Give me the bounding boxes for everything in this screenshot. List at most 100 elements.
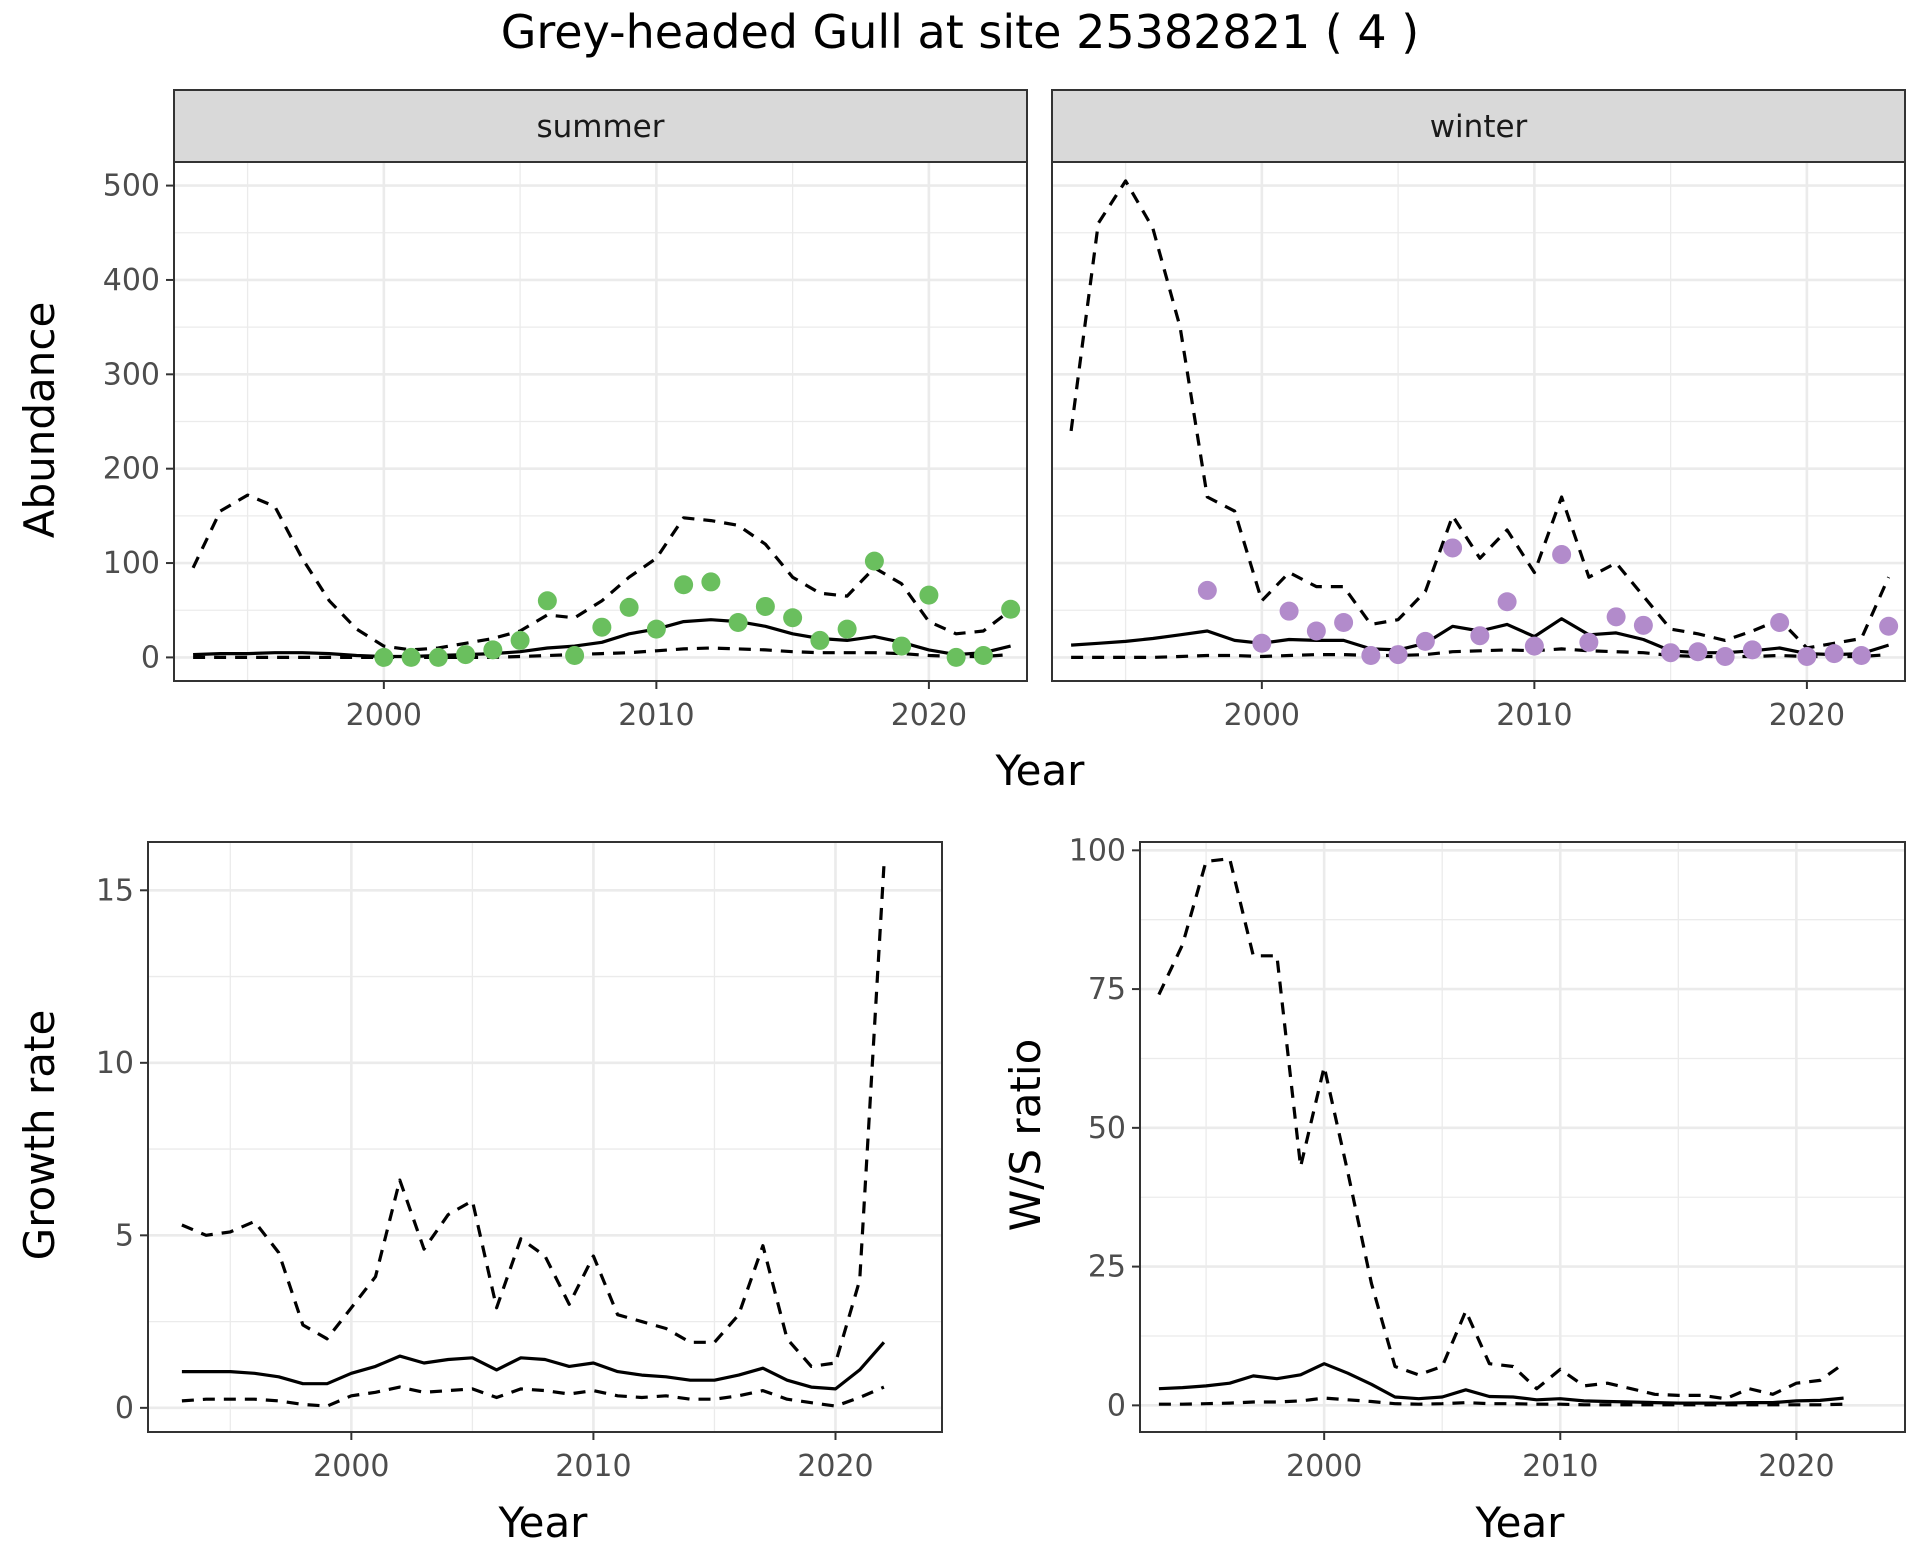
x-tick-label: 2000 [313,1449,389,1484]
y-tick-label: 50 [1088,1111,1126,1146]
data-point [1470,626,1490,646]
data-point [565,646,585,666]
x-tick-label: 2010 [555,1449,631,1484]
data-point [946,647,966,667]
y-tick-label: 400 [103,263,160,298]
data-point [1252,633,1272,653]
panel-border [147,841,943,1433]
panel-border [1139,841,1906,1433]
data-point [1197,580,1217,600]
y-tick-label: 75 [1088,972,1126,1007]
data-point [864,551,884,571]
ws-y-axis-title: W/S ratio [1001,1039,1050,1232]
x-tick-label: 2020 [891,698,967,733]
data-point [1661,643,1681,663]
x-tick-label: 2000 [346,698,422,733]
series-line-upper [1157,857,1845,1401]
y-tick-label: 100 [1069,833,1126,868]
data-point [1497,592,1517,612]
data-point [483,640,503,660]
data-point [1851,646,1871,666]
top-y-axis-title: Abundance [15,302,64,539]
data-point [755,596,775,616]
y-tick-label: 500 [103,169,160,204]
data-point [1001,599,1021,619]
series-line-fit [193,618,1011,659]
plot-background [1140,842,1905,1432]
x-tick-label: 2000 [1224,698,1300,733]
facet-strip-label: winter [1430,109,1528,145]
series-line-upper [1069,179,1891,650]
panel-winter: winter 2000 2010 2020 [1051,89,1906,733]
data-point [701,572,721,592]
top-x-axis-title: Year [995,746,1086,795]
series-line-fit [1158,1362,1844,1405]
panel-summer: summer 0 100 200 300 400 500 2000 2010 2020 [103,89,1028,733]
data-point [1742,640,1762,660]
ws-x-axis-title: Year [1475,1498,1566,1547]
data-point [973,646,993,666]
data-point [456,645,476,665]
series-line-upper [191,493,1012,652]
data-point [674,575,694,595]
data-point [1770,612,1790,632]
y-tick-label: 0 [1107,1388,1126,1423]
series-line-lower [193,646,1011,660]
data-point [810,630,830,650]
data-point [728,612,748,632]
data-point [1334,612,1354,632]
x-tick-label: 2000 [1286,1449,1362,1484]
data-point [1824,644,1844,664]
plot-background [148,842,942,1432]
figure-title: Grey-headed Gull at site 25382821 ( 4 ) [501,5,1420,59]
series-line-upper [181,866,886,1369]
data-point [1879,616,1899,636]
data-point [1443,538,1463,558]
data-point [837,619,857,639]
data-point [592,617,612,637]
data-point [1797,646,1817,666]
data-point [1688,642,1708,662]
y-tick-label: 300 [103,357,160,392]
x-tick-label: 2010 [1522,1449,1598,1484]
facet-strip [1051,89,1906,163]
data-point [1361,646,1381,666]
data-point [1524,636,1544,656]
growth-y-axis-title: Growth rate [15,1010,64,1261]
y-tick-label: 5 [115,1218,134,1253]
panel-ws_ratio: 0 25 50 75 100 2000 2010 2020 [1069,833,1906,1484]
y-tick-label: 100 [103,546,160,581]
data-point [401,647,421,667]
data-point [1552,545,1572,565]
data-point [892,636,912,656]
series-line-lower [1158,1396,1844,1407]
y-tick-label: 15 [96,873,134,908]
data-point [428,647,448,667]
y-tick-label: 0 [115,1391,134,1426]
data-point [510,630,530,650]
data-point [537,591,557,611]
data-point [1388,645,1408,665]
x-tick-label: 2020 [797,1449,873,1484]
data-point [374,647,394,667]
data-point [619,597,639,617]
data-point [1633,615,1653,635]
data-point [646,619,666,639]
data-point [1415,631,1435,651]
data-point [919,585,939,605]
data-point [1606,607,1626,627]
y-tick-label: 10 [96,1046,134,1081]
x-tick-label: 2010 [1496,698,1572,733]
x-tick-label: 2020 [1769,698,1845,733]
data-point [1715,646,1735,666]
series-line-fit [181,1341,886,1391]
data-point [1579,632,1599,652]
data-point [1306,621,1326,641]
facet-strip-label: summer [536,109,664,145]
growth-x-axis-title: Year [498,1498,589,1547]
y-tick-label: 0 [141,640,160,675]
y-tick-label: 200 [103,452,160,487]
x-tick-label: 2020 [1758,1449,1834,1484]
